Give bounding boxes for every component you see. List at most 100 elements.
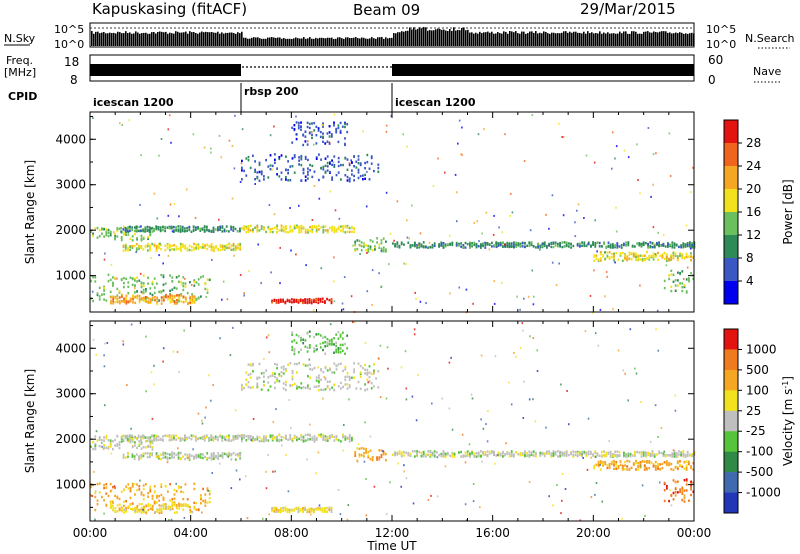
- range-cell: [245, 378, 248, 381]
- range-cell: [685, 252, 688, 255]
- range-cell: [475, 246, 478, 249]
- range-cell: [295, 333, 298, 337]
- nsky-bar: [407, 30, 409, 46]
- y-tick-label: 3000: [55, 387, 86, 401]
- scatter-cell: [685, 224, 688, 227]
- range-cell: [173, 488, 176, 492]
- range-cell: [282, 506, 284, 510]
- scatter-cell: [146, 296, 149, 299]
- scatter-cell: [151, 417, 154, 420]
- range-cell: [160, 296, 163, 299]
- range-cell: [324, 142, 327, 145]
- range-cell: [195, 245, 198, 248]
- range-cell: [309, 387, 311, 390]
- range-cell: [118, 446, 121, 450]
- power-data: [90, 113, 696, 314]
- range-cell: [201, 243, 204, 246]
- range-cell: [515, 241, 517, 244]
- nsky-bar: [657, 32, 659, 46]
- range-cell: [158, 504, 161, 507]
- range-cell: [258, 163, 261, 167]
- range-cell: [583, 243, 586, 246]
- range-cell: [90, 445, 92, 448]
- range-cell: [173, 225, 175, 229]
- range-cell: [136, 290, 138, 293]
- range-cell: [239, 242, 242, 246]
- range-cell: [193, 279, 196, 282]
- range-cell: [208, 456, 211, 459]
- range-cell: [217, 248, 220, 251]
- range-cell: [263, 371, 265, 375]
- range-cell: [186, 455, 189, 458]
- range-cell: [359, 375, 362, 378]
- scatter-cell: [219, 337, 221, 340]
- range-cell: [328, 125, 331, 128]
- range-cell: [394, 243, 396, 246]
- range-cell: [162, 439, 164, 442]
- range-cell: [114, 507, 117, 510]
- range-cell: [491, 241, 493, 245]
- range-cell: [162, 498, 165, 501]
- nsky-bar: [589, 33, 591, 46]
- range-cell: [346, 383, 349, 386]
- scatter-cell: [113, 231, 115, 234]
- range-cell: [590, 450, 592, 454]
- range-cell: [537, 242, 539, 246]
- scatter-cell: [464, 503, 467, 506]
- range-cell: [681, 489, 684, 492]
- range-cell: [258, 376, 261, 379]
- range-cell: [642, 450, 645, 454]
- range-cell: [297, 351, 300, 354]
- scatter-cell: [528, 398, 531, 401]
- range-cell: [142, 229, 144, 232]
- range-cell: [124, 434, 127, 438]
- range-cell: [594, 242, 597, 245]
- range-cell: [212, 456, 215, 459]
- scatter-cell: [415, 297, 417, 300]
- range-cell: [131, 438, 133, 441]
- range-cell: [453, 455, 456, 458]
- range-cell: [315, 300, 317, 304]
- scatter-cell: [227, 455, 229, 458]
- scatter-cell: [208, 374, 210, 377]
- range-cell: [132, 294, 134, 297]
- scatter-cell: [458, 119, 461, 122]
- range-cell: [269, 154, 272, 157]
- range-cell: [169, 499, 171, 502]
- scatter-cell: [176, 351, 179, 353]
- range-cell: [653, 246, 656, 249]
- range-cell: [135, 229, 138, 232]
- range-cell: [636, 242, 638, 245]
- scatter-cell: [529, 335, 531, 338]
- nsky-bar: [531, 31, 533, 46]
- range-cell: [125, 485, 127, 488]
- range-cell: [333, 228, 336, 231]
- range-cell: [116, 435, 119, 438]
- station-title: Kapuskasing (fitACF): [92, 0, 247, 18]
- scatter-cell: [393, 239, 395, 242]
- range-cell: [116, 443, 119, 446]
- range-cell: [663, 251, 666, 255]
- nsky-bar: [197, 33, 199, 46]
- range-cell: [422, 245, 425, 249]
- nsky-bar: [259, 38, 261, 46]
- range-cell: [171, 299, 174, 302]
- scatter-cell: [385, 124, 388, 127]
- range-cell: [344, 438, 347, 441]
- scatter-cell: [366, 290, 369, 293]
- range-cell: [583, 241, 586, 244]
- range-cell: [308, 335, 311, 338]
- range-cell: [422, 455, 425, 458]
- power-cbar-label: Power [dB]: [781, 179, 795, 244]
- range-cell: [574, 450, 577, 454]
- colorbar-tick-label: -100: [746, 445, 773, 459]
- range-cell: [659, 468, 662, 471]
- range-cell: [203, 226, 206, 229]
- scatter-cell: [561, 136, 563, 138]
- nsky-bar: [435, 29, 437, 46]
- range-cell: [346, 158, 349, 161]
- range-cell: [133, 435, 136, 439]
- range-cell: [366, 378, 369, 381]
- range-cell: [166, 226, 169, 229]
- range-cell: [217, 226, 219, 229]
